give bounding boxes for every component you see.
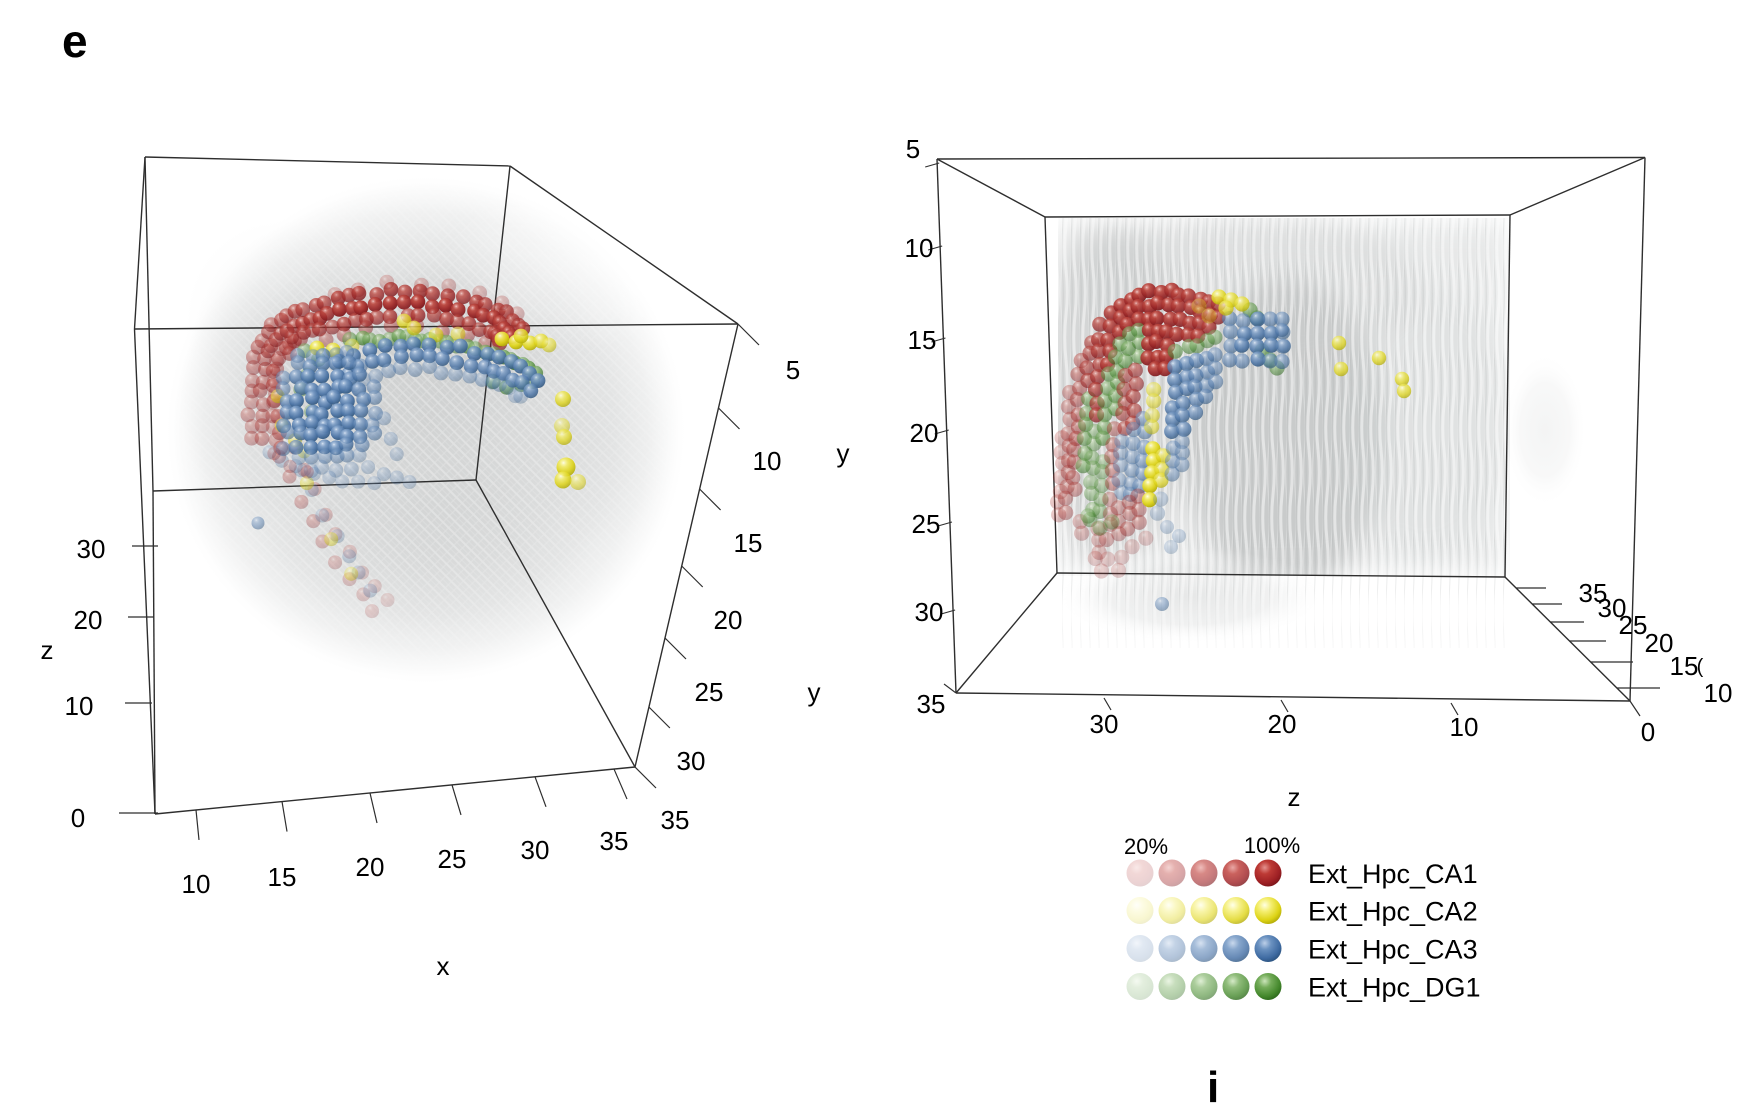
svg-text:i: i	[1207, 1063, 1219, 1104]
svg-text:Ext_Hpc_DG1: Ext_Hpc_DG1	[1308, 973, 1481, 1003]
svg-text:Ext_Hpc_CA2: Ext_Hpc_CA2	[1308, 897, 1478, 927]
svg-text:30: 30	[677, 746, 706, 776]
svg-text:30: 30	[521, 835, 550, 865]
svg-text:15: 15	[1670, 651, 1699, 681]
svg-text:10: 10	[65, 691, 94, 721]
svg-text:Ext_Hpc_CA3: Ext_Hpc_CA3	[1308, 935, 1478, 965]
svg-text:y: y	[808, 677, 821, 707]
svg-text:e: e	[62, 15, 88, 67]
svg-text:20: 20	[356, 852, 385, 882]
svg-text:100%: 100%	[1244, 833, 1300, 858]
svg-text:10: 10	[1704, 678, 1733, 708]
svg-text:15: 15	[908, 325, 937, 355]
svg-text:10: 10	[753, 446, 782, 476]
svg-text:25: 25	[695, 677, 724, 707]
svg-text:35: 35	[600, 826, 629, 856]
svg-text:5: 5	[906, 134, 920, 164]
svg-text:35: 35	[917, 689, 946, 719]
svg-text:y: y	[837, 438, 850, 468]
svg-text:0: 0	[71, 803, 85, 833]
svg-text:30: 30	[915, 597, 944, 627]
svg-text:25: 25	[1619, 610, 1648, 640]
svg-text:20: 20	[714, 605, 743, 635]
svg-text:30: 30	[77, 534, 106, 564]
svg-text:15: 15	[268, 862, 297, 892]
svg-text:z: z	[41, 635, 54, 665]
svg-text:x: x	[437, 951, 450, 981]
svg-text:30: 30	[1090, 709, 1119, 739]
svg-text:20: 20	[910, 418, 939, 448]
svg-text:20%: 20%	[1124, 834, 1168, 859]
svg-text:30: 30	[1598, 593, 1627, 623]
svg-text:10: 10	[1450, 712, 1479, 742]
svg-text:Ext_Hpc_CA1: Ext_Hpc_CA1	[1308, 859, 1478, 889]
svg-text:(: (	[1697, 656, 1704, 678]
svg-text:25: 25	[438, 844, 467, 874]
svg-text:20: 20	[1268, 709, 1297, 739]
svg-text:20: 20	[74, 605, 103, 635]
svg-text:z: z	[1288, 782, 1301, 812]
svg-text:10: 10	[182, 869, 211, 899]
svg-text:0: 0	[1641, 717, 1655, 747]
svg-text:15: 15	[734, 528, 763, 558]
svg-text:25: 25	[912, 509, 941, 539]
svg-text:20: 20	[1645, 628, 1674, 658]
svg-text:35: 35	[1579, 578, 1608, 608]
svg-text:10: 10	[905, 233, 934, 263]
svg-text:35: 35	[661, 805, 690, 835]
svg-text:5: 5	[786, 355, 800, 385]
